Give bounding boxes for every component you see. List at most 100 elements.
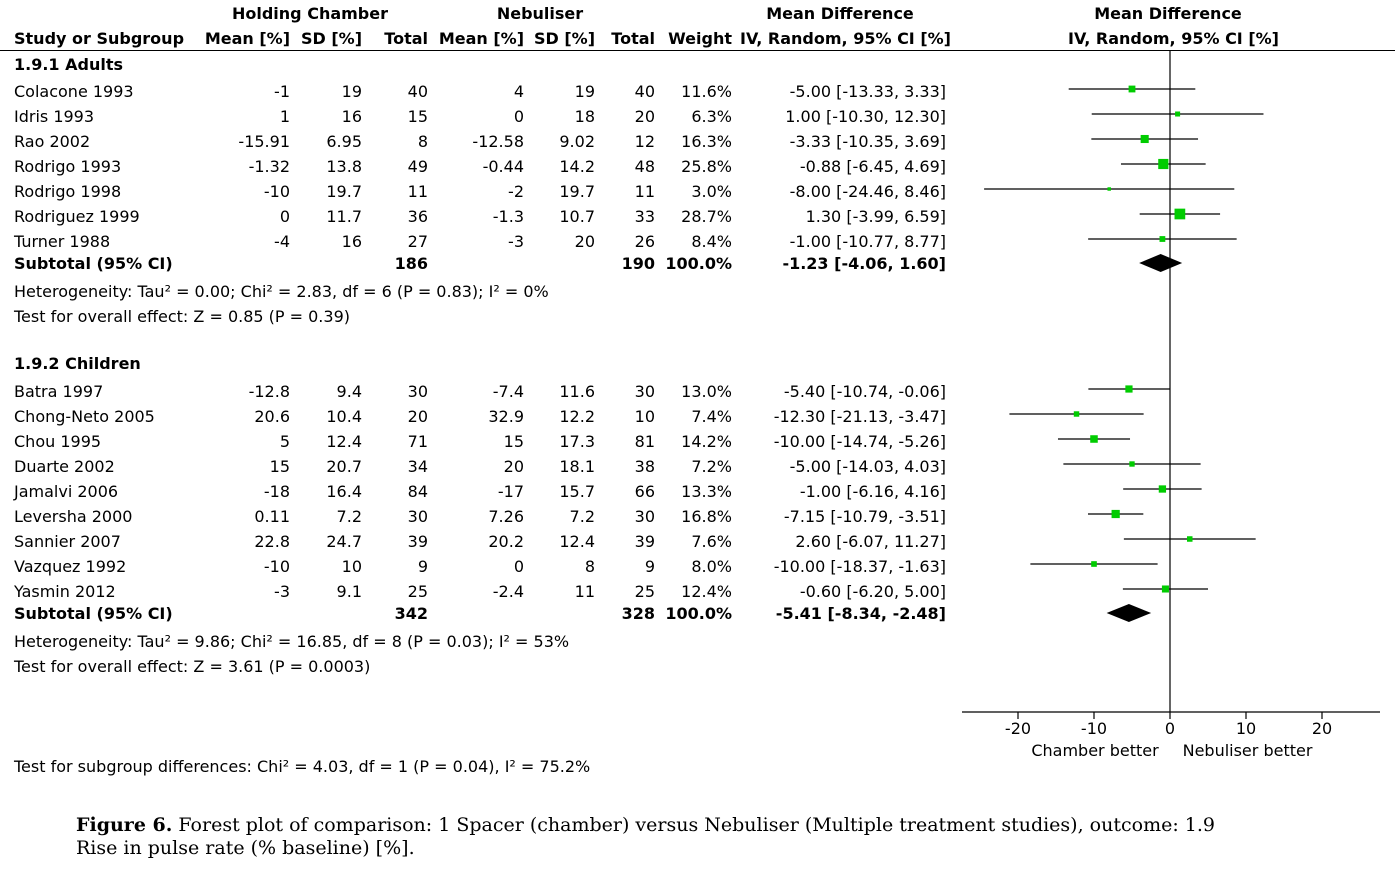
nebuliser-mean: -0.44 xyxy=(482,157,524,176)
chamber-total: 27 xyxy=(407,232,428,251)
study-marker xyxy=(1129,461,1135,467)
nebuliser-total: 30 xyxy=(634,382,655,401)
study-marker xyxy=(1125,385,1133,393)
col-total1: Total xyxy=(384,29,428,48)
study-weight: 7.4% xyxy=(691,407,732,426)
overall-effect-text: Test for overall effect: Z = 0.85 (P = 0… xyxy=(14,307,350,326)
chamber-mean: -10 xyxy=(263,557,290,576)
nebuliser-sd: 17.3 xyxy=(559,432,595,451)
study-marker xyxy=(1091,561,1097,567)
chamber-mean: 0 xyxy=(279,207,290,226)
study-ci: -7.15 [-10.79, -3.51] xyxy=(783,507,946,526)
study-marker xyxy=(1090,435,1098,443)
chamber-total: 20 xyxy=(407,407,428,426)
chamber-mean: 0.11 xyxy=(254,507,290,526)
nebuliser-sd: 12.2 xyxy=(559,407,595,426)
x-tick-label: -10 xyxy=(1081,719,1107,738)
study-name: Jamalvi 2006 xyxy=(14,482,119,501)
chamber-sd: 10 xyxy=(341,557,362,576)
nebuliser-mean: -3 xyxy=(508,232,524,251)
chamber-sd: 24.7 xyxy=(326,532,362,551)
chamber-sd: 16.4 xyxy=(326,482,362,501)
chamber-sd: 9.1 xyxy=(336,582,362,601)
col-mean2: Mean [%] xyxy=(438,29,524,48)
subtotal-weight: 100.0% xyxy=(665,604,732,623)
study-name: Chou 1995 xyxy=(14,432,102,451)
chamber-sd: 12.4 xyxy=(326,432,362,451)
group1-header: Holding Chamber xyxy=(231,4,388,23)
chamber-sd: 11.7 xyxy=(326,207,362,226)
study-weight: 11.6% xyxy=(681,82,732,101)
study-marker xyxy=(1128,85,1136,93)
col-ci: IV, Random, 95% CI [%] xyxy=(740,29,951,48)
study-ci: -1.00 [-6.16, 4.16] xyxy=(799,482,946,501)
x-tick-label: 10 xyxy=(1236,719,1256,738)
nebuliser-mean: -2.4 xyxy=(492,582,524,601)
subtotal-chamber-total: 342 xyxy=(394,604,428,623)
chamber-mean: 15 xyxy=(269,457,290,476)
study-ci: -1.00 [-10.77, 8.77] xyxy=(789,232,946,251)
subgroup-title: 1.9.2 Children xyxy=(14,354,141,373)
study-name: Leversha 2000 xyxy=(14,507,133,526)
study-ci: -5.40 [-10.74, -0.06] xyxy=(783,382,946,401)
study-marker xyxy=(1158,485,1167,493)
chamber-sd: 7.2 xyxy=(336,507,362,526)
chamber-sd: 13.8 xyxy=(326,157,362,176)
study-ci: -5.00 [-13.33, 3.33] xyxy=(789,82,946,101)
caption-line2: Rise in pulse rate (% baseline) [%]. xyxy=(76,837,415,859)
study-weight: 3.0% xyxy=(691,182,732,201)
study-weight: 16.3% xyxy=(681,132,732,151)
chamber-total: 34 xyxy=(407,457,428,476)
axis-right-label: Nebuliser better xyxy=(1182,741,1313,760)
subtotal-chamber-total: 186 xyxy=(394,254,428,273)
nebuliser-total: 25 xyxy=(634,582,655,601)
study-ci: -0.60 [-6.20, 5.00] xyxy=(799,582,946,601)
study-marker xyxy=(1158,158,1169,170)
x-tick-label: 0 xyxy=(1165,719,1175,738)
study-ci: 2.60 [-6.07, 11.27] xyxy=(795,532,946,551)
nebuliser-mean: 4 xyxy=(513,82,524,101)
study-name: Idris 1993 xyxy=(14,107,95,126)
study-name: Vazquez 1992 xyxy=(14,557,127,576)
nebuliser-mean: -2 xyxy=(508,182,524,201)
nebuliser-sd: 7.2 xyxy=(569,507,595,526)
nebuliser-mean: 15 xyxy=(503,432,524,451)
col-sd1: SD [%] xyxy=(300,29,362,48)
subtotal-nebuliser-total: 190 xyxy=(621,254,655,273)
nebuliser-sd: 10.7 xyxy=(559,207,595,226)
chamber-total: 25 xyxy=(407,582,428,601)
nebuliser-mean: 7.26 xyxy=(488,507,524,526)
nebuliser-sd: 19.7 xyxy=(559,182,595,201)
study-weight: 13.3% xyxy=(681,482,732,501)
study-weight: 8.4% xyxy=(691,232,732,251)
study-weight: 12.4% xyxy=(681,582,732,601)
subtotal-label: Subtotal (95% CI) xyxy=(14,604,173,623)
study-ci: -0.88 [-6.45, 4.69] xyxy=(799,157,946,176)
study-weight: 6.3% xyxy=(691,107,732,126)
nebuliser-total: 26 xyxy=(634,232,655,251)
study-marker xyxy=(1161,585,1169,593)
subgroup-title: 1.9.1 Adults xyxy=(14,55,124,74)
study-ci: -10.00 [-14.74, -5.26] xyxy=(773,432,946,451)
study-ci: -5.00 [-14.03, 4.03] xyxy=(789,457,946,476)
study-weight: 8.0% xyxy=(691,557,732,576)
study-marker xyxy=(1107,187,1111,191)
chamber-sd: 10.4 xyxy=(326,407,362,426)
chamber-mean: -3 xyxy=(274,582,290,601)
study-name: Rodrigo 1993 xyxy=(14,157,122,176)
nebuliser-sd: 18.1 xyxy=(559,457,595,476)
chamber-total: 49 xyxy=(407,157,428,176)
nebuliser-mean: -7.4 xyxy=(492,382,524,401)
x-tick-label: 20 xyxy=(1312,719,1332,738)
nebuliser-total: 20 xyxy=(634,107,655,126)
axis-left-label: Chamber better xyxy=(1031,741,1159,760)
study-weight: 13.0% xyxy=(681,382,732,401)
nebuliser-sd: 12.4 xyxy=(559,532,595,551)
nebuliser-total: 40 xyxy=(634,82,655,101)
chamber-total: 15 xyxy=(407,107,428,126)
nebuliser-total: 38 xyxy=(634,457,655,476)
group2-header: Nebuliser xyxy=(496,4,584,23)
chamber-mean: -10 xyxy=(263,182,290,201)
nebuliser-mean: 20.2 xyxy=(488,532,524,551)
md-header: Mean Difference xyxy=(766,4,914,23)
